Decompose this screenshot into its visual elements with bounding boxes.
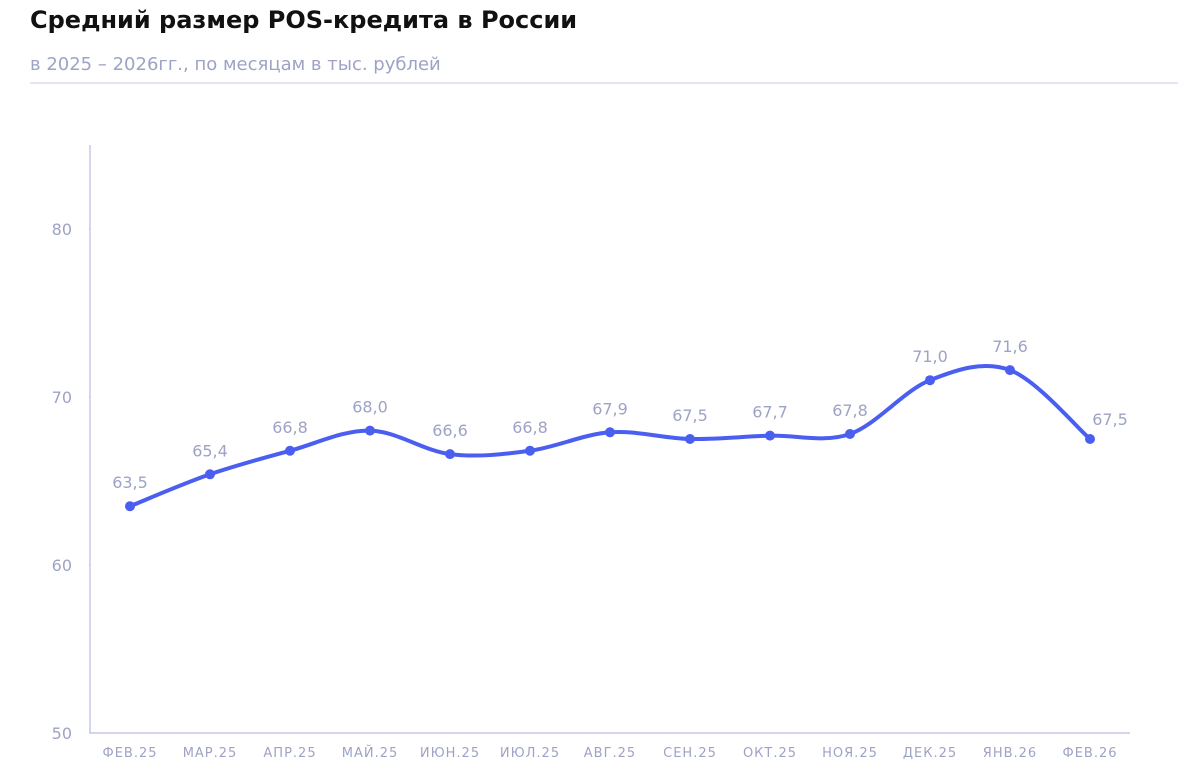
value-label: 71,0 (912, 347, 948, 366)
value-label: 67,7 (752, 403, 788, 422)
value-label: 63,5 (112, 473, 148, 492)
y-tick-label: 50 (52, 724, 72, 743)
chart-subtitle: в 2025 – 2026гг., по месяцам в тыс. рубл… (30, 54, 441, 75)
point (1085, 434, 1095, 444)
x-tick-label: АВГ.25 (584, 746, 636, 761)
value-label: 66,6 (432, 421, 468, 440)
x-tick-label: СЕН.25 (663, 746, 717, 761)
x-tick-label: ИЮН.25 (420, 746, 480, 761)
value-label: 66,8 (512, 418, 548, 437)
point (285, 445, 295, 456)
value-label: 67,8 (832, 401, 868, 420)
x-tick-label: ИЮЛ.25 (500, 746, 560, 761)
value-label: 65,4 (192, 441, 228, 460)
value-label: 68,0 (352, 398, 388, 417)
y-tick-label: 70 (52, 388, 72, 407)
x-tick-label: ФЕВ.26 (1063, 746, 1118, 761)
y-tick-label: 60 (52, 556, 72, 575)
value-label: 66,8 (272, 418, 308, 437)
value-label: 67,9 (592, 399, 628, 418)
point (765, 430, 775, 441)
point (605, 427, 615, 438)
x-tick-label: ФЕВ.25 (103, 746, 158, 761)
x-tick-label: ДЕК.25 (903, 746, 957, 761)
point (445, 449, 455, 460)
point (525, 445, 535, 456)
point (925, 375, 935, 386)
x-tick-label: МАЙ.25 (342, 745, 399, 761)
value-label: 67,5 (1092, 410, 1128, 429)
x-tick-label: ОКТ.25 (743, 746, 797, 761)
point (1005, 365, 1015, 376)
point (365, 425, 375, 436)
point (205, 469, 215, 480)
value-label: 67,5 (672, 406, 708, 425)
chart-title: Средний размер POS-кредита в России (30, 6, 577, 34)
point (125, 501, 135, 512)
point (845, 428, 855, 439)
value-label: 71,6 (992, 337, 1028, 356)
x-tick-label: АПР.25 (263, 746, 316, 761)
x-tick-label: НОЯ.25 (822, 746, 878, 761)
x-tick-label: МАР.25 (183, 746, 238, 761)
point (685, 434, 695, 444)
x-tick-label: ЯНВ.26 (983, 746, 1037, 761)
y-tick-label: 80 (52, 220, 72, 239)
